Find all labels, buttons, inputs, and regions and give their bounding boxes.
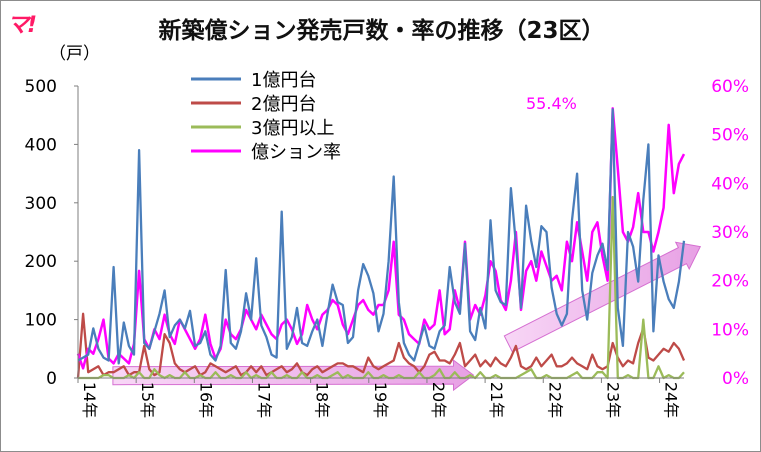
- y2-tick-label: 20%: [711, 272, 749, 292]
- y-tick-label: 400: [25, 135, 57, 155]
- y2-tick-label: 30%: [711, 223, 749, 243]
- x-tick-label: 17年: [254, 382, 273, 418]
- y-tick-label: 0: [46, 369, 57, 389]
- y2-tick-label: 10%: [711, 320, 749, 340]
- series-line-4: [76, 107, 686, 370]
- trend-arrows: [112, 241, 702, 392]
- y-tick-label: 500: [25, 77, 57, 97]
- y2-tick-label: 0%: [722, 369, 749, 389]
- x-tick-label: 18年: [313, 382, 332, 418]
- x-tick-label: 24年: [662, 382, 681, 418]
- x-tick-label: 23年: [603, 382, 622, 418]
- trend-arrow-1: [112, 359, 475, 392]
- y-axis-unit-label: （戸）: [49, 44, 100, 64]
- series-line-3: [78, 195, 685, 380]
- x-tick-label: 21年: [487, 382, 506, 418]
- legend-label: 3億円以上: [251, 118, 334, 139]
- x-tick-label: 19年: [371, 382, 390, 418]
- x-tick-label: 15年: [138, 382, 157, 418]
- peak-annotation: 55.4%: [526, 94, 577, 113]
- legend-label: 億ション率: [251, 142, 341, 163]
- x-tick-label: 22年: [545, 382, 564, 418]
- y2-tick-label: 40%: [711, 174, 749, 194]
- brand-logo: マ!: [7, 13, 37, 38]
- y2-tick-label: 60%: [711, 77, 749, 97]
- y-tick-label: 200: [25, 252, 57, 272]
- series-line-2: [76, 312, 686, 379]
- x-tick-label: 14年: [80, 382, 99, 418]
- y2-tick-label: 50%: [711, 126, 749, 146]
- axes-layer: 0 100 200 300 400 500 0% 10% 20% 30% 40% 50% 60% 14年 1…: [25, 77, 749, 418]
- y-tick-label: 300: [25, 194, 57, 214]
- series-line-1: [77, 108, 686, 365]
- legend-label: 2億円台: [251, 94, 316, 115]
- series-layer: [76, 107, 686, 380]
- x-tick-label: 20年: [429, 382, 448, 418]
- chart-title: 新築億ション発売戸数・率の推移（23区）: [158, 18, 605, 44]
- x-tick-label: 16年: [196, 382, 215, 418]
- legend-label: 1億円台: [251, 70, 316, 91]
- y-tick-label: 100: [25, 311, 57, 331]
